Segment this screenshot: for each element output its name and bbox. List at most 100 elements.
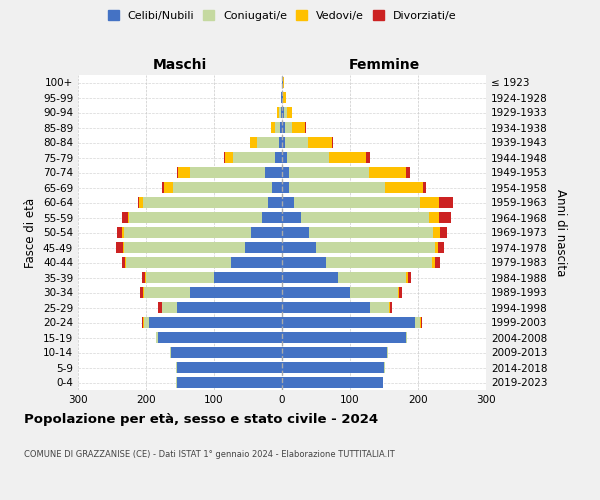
Bar: [435, 242, 439, 254]
Bar: [275, 152, 282, 164]
Bar: [146, 272, 214, 283]
Bar: [138, 196, 139, 208]
Bar: [225, 152, 233, 164]
Bar: [281, 106, 282, 118]
Bar: [285, 122, 292, 134]
Text: Popolazione per età, sesso e stato civile - 2024: Popolazione per età, sesso e stato civil…: [24, 412, 378, 426]
Bar: [435, 256, 440, 268]
Bar: [122, 226, 124, 238]
Bar: [289, 166, 369, 178]
Bar: [176, 362, 282, 374]
Bar: [281, 92, 282, 104]
Bar: [316, 242, 435, 254]
Bar: [176, 302, 282, 314]
Bar: [308, 136, 332, 148]
Bar: [251, 226, 282, 238]
Bar: [389, 302, 390, 314]
Y-axis label: Fasce di età: Fasce di età: [25, 198, 37, 268]
Bar: [245, 242, 282, 254]
Bar: [271, 122, 275, 134]
Bar: [170, 346, 171, 358]
Bar: [176, 376, 282, 388]
Bar: [122, 256, 125, 268]
Bar: [282, 242, 316, 254]
Bar: [142, 272, 145, 283]
Bar: [282, 226, 309, 238]
Bar: [282, 212, 301, 224]
Bar: [370, 302, 389, 314]
Bar: [282, 182, 289, 194]
Bar: [292, 122, 305, 134]
Bar: [231, 256, 282, 268]
Bar: [190, 166, 265, 178]
Bar: [190, 286, 282, 298]
Bar: [125, 256, 231, 268]
Bar: [420, 196, 439, 208]
Bar: [283, 92, 286, 104]
Bar: [144, 286, 190, 298]
Bar: [433, 226, 440, 238]
Bar: [156, 332, 158, 344]
Bar: [158, 332, 282, 344]
Legend: Celibi/Nubili, Coniugati/e, Vedovi/e, Divorziati/e: Celibi/Nubili, Coniugati/e, Vedovi/e, Di…: [106, 8, 458, 23]
Bar: [122, 212, 128, 224]
Bar: [440, 226, 446, 238]
Bar: [123, 242, 124, 254]
Bar: [283, 76, 284, 88]
Bar: [278, 136, 282, 148]
Bar: [287, 106, 292, 118]
Bar: [367, 152, 370, 164]
Bar: [282, 332, 406, 344]
Bar: [282, 76, 283, 88]
Bar: [282, 136, 286, 148]
Bar: [265, 166, 282, 178]
Bar: [338, 272, 406, 283]
Bar: [282, 376, 383, 388]
Bar: [406, 272, 408, 283]
Bar: [282, 272, 338, 283]
Bar: [287, 152, 329, 164]
Bar: [171, 346, 282, 358]
Bar: [390, 302, 392, 314]
Bar: [282, 152, 287, 164]
Bar: [431, 256, 435, 268]
Bar: [164, 182, 173, 194]
Bar: [294, 196, 420, 208]
Text: Femmine: Femmine: [349, 58, 419, 72]
Bar: [282, 346, 388, 358]
Bar: [143, 316, 144, 328]
Bar: [301, 212, 429, 224]
Bar: [272, 182, 282, 194]
Bar: [385, 182, 423, 194]
Bar: [139, 196, 143, 208]
Bar: [406, 166, 410, 178]
Bar: [289, 182, 385, 194]
Bar: [140, 286, 143, 298]
Bar: [124, 242, 245, 254]
Bar: [429, 212, 439, 224]
Bar: [250, 136, 257, 148]
Bar: [278, 106, 281, 118]
Bar: [332, 136, 333, 148]
Bar: [176, 166, 178, 178]
Bar: [282, 256, 326, 268]
Bar: [149, 316, 282, 328]
Text: COMUNE DI GRAZZANISE (CE) - Dati ISTAT 1° gennaio 2024 - Elaborazione TUTTITALIA: COMUNE DI GRAZZANISE (CE) - Dati ISTAT 1…: [24, 450, 395, 459]
Bar: [309, 226, 433, 238]
Bar: [129, 212, 262, 224]
Bar: [329, 152, 367, 164]
Bar: [280, 122, 282, 134]
Bar: [286, 136, 308, 148]
Bar: [399, 286, 403, 298]
Bar: [398, 286, 399, 298]
Y-axis label: Anni di nascita: Anni di nascita: [554, 189, 567, 276]
Bar: [268, 196, 282, 208]
Bar: [116, 242, 123, 254]
Bar: [282, 106, 284, 118]
Bar: [326, 256, 431, 268]
Bar: [284, 106, 287, 118]
Bar: [161, 302, 176, 314]
Bar: [145, 272, 146, 283]
Bar: [142, 316, 143, 328]
Bar: [282, 302, 370, 314]
